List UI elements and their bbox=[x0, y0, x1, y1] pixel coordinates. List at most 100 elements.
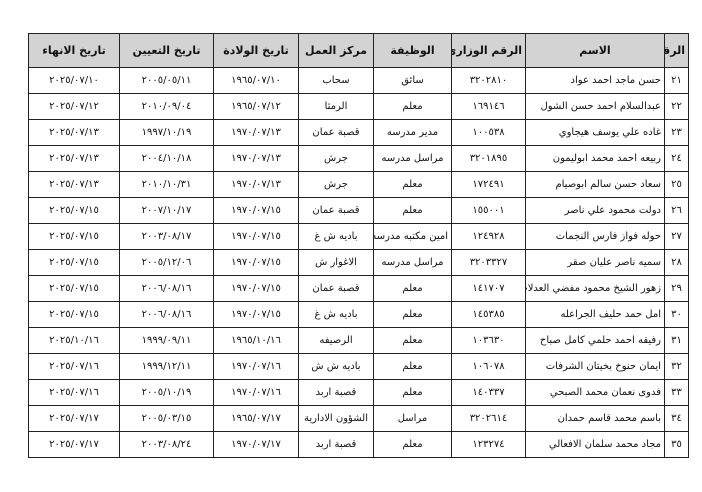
table-cell: قصبة عمان bbox=[298, 119, 374, 146]
header-cell: تاريخ الولادة bbox=[213, 33, 299, 68]
table-cell: ١٩٧٠/٠٧/١٥ bbox=[213, 249, 299, 276]
table-cell: ٢٣ bbox=[664, 119, 689, 146]
table-cell: ٣٢٠٢٦١٤ bbox=[451, 405, 526, 432]
table-cell: ١٩٧٠/٠٧/١٥ bbox=[213, 223, 299, 250]
table-cell: ٢٠١٠/٠٩/٠٤ bbox=[119, 93, 214, 120]
table-cell: ١٩٧٠/٠٧/١٦ bbox=[213, 353, 299, 380]
table-cell: سحاب bbox=[298, 67, 374, 94]
table-cell: ٢٧ bbox=[664, 223, 689, 250]
table-cell: مدير مدرسه bbox=[373, 119, 452, 146]
table-cell: ١٧٢٤٩١ bbox=[451, 171, 526, 198]
table-cell: ١٥٥٠٠١ bbox=[451, 197, 526, 224]
table-cell: ٢٠٠٥/١٢/٠٦ bbox=[119, 249, 214, 276]
table-cell: ٣٢٠٢٨١٠ bbox=[451, 67, 526, 94]
table-cell: ١٩٩٩/٠٩/١١ bbox=[119, 327, 214, 354]
table-cell: الاغوار ش bbox=[298, 249, 374, 276]
header-cell: الوظيفة bbox=[373, 33, 452, 68]
table-cell: معلم bbox=[373, 431, 452, 458]
table-cell: مجاد محمد سلمان الافعالي bbox=[525, 431, 665, 458]
table-cell: معلم bbox=[373, 171, 452, 198]
table-cell: باسم محمد قاسم حمدان bbox=[525, 405, 665, 432]
table-cell: ٢٠٢٥/٠٧/١٢ bbox=[28, 93, 120, 120]
table-cell: قصبة اربد bbox=[298, 379, 374, 406]
table-cell: دولت محمود علي ناصر bbox=[525, 197, 665, 224]
table-cell: ١٩٦٥/٠٧/١٠ bbox=[213, 67, 299, 94]
table-cell: امين مكتبه مدرسه bbox=[373, 223, 452, 250]
table-cell: معلم bbox=[373, 275, 452, 302]
table-cell: ٢٠٠٧/١٠/١٧ bbox=[119, 197, 214, 224]
table-cell: ٢٨ bbox=[664, 249, 689, 276]
table-body: ٢١ حسن ماجد احمد عواد ٣٢٠٢٨١٠ سائق سحاب ١٩٦٥/… bbox=[28, 67, 689, 458]
table-cell: ٢٦ bbox=[664, 197, 689, 224]
table-cell: معلم bbox=[373, 197, 452, 224]
table-cell: ٢٠٢٥/٠٧/١٥ bbox=[28, 249, 120, 276]
table-cell: ١٩٦٥/٠٧/١٧ bbox=[213, 405, 299, 432]
table-cell: معلم bbox=[373, 93, 452, 120]
table-cell: ١٦٩١٤٦ bbox=[451, 93, 526, 120]
table-cell: ١٤١٧٠٧ bbox=[451, 275, 526, 302]
table-cell: امل حمد حليف الجراعله bbox=[525, 301, 665, 328]
table-row: ٢٣ غاده علي يوسف هيجاوي ١٠٠٥٣٨ مدير مدرسه قص… bbox=[28, 119, 689, 146]
table-cell: ٢٠٢٥/٠٧/١٧ bbox=[28, 431, 120, 458]
table-cell: ٢٠٢٥/٠٧/١٥ bbox=[28, 301, 120, 328]
table-cell: ١٩٧٠/٠٧/١٥ bbox=[213, 197, 299, 224]
table-cell: ايمان حنوخ بخيتان الشرفات bbox=[525, 353, 665, 380]
table-cell: ١٩٦٥/١٠/١٦ bbox=[213, 327, 299, 354]
header-cell: تاريخ الانهاء bbox=[28, 33, 120, 68]
table-cell: سعاد حسن سالم ابوصيام bbox=[525, 171, 665, 198]
table-row: ٣٤ باسم محمد قاسم حمدان ٣٢٠٢٦١٤ مراسل الشؤون… bbox=[28, 405, 689, 432]
table-cell: ٣٣ bbox=[664, 379, 689, 406]
table-cell: ١٩٩٩/١٢/١١ bbox=[119, 353, 214, 380]
table-cell: ١٤٠٣٣٧ bbox=[451, 379, 526, 406]
table-cell: الشؤون الادارية bbox=[298, 405, 374, 432]
table-cell: ٢٠٢٥/٠٧/١٥ bbox=[28, 223, 120, 250]
table-row: ٢٢ عبدالسلام احمد حسن الشول ١٦٩١٤٦ معلم الرم… bbox=[28, 93, 689, 120]
table-cell: باديه ش ش bbox=[298, 353, 374, 380]
table-cell: ٢٠٠٦/٠٨/١٦ bbox=[119, 275, 214, 302]
table-row: ٣٢ ايمان حنوخ بخيتان الشرفات ١٠٦٠٧٨ معلم باد… bbox=[28, 353, 689, 380]
table-cell: ٢٠٠٣/٠٨/٢٤ bbox=[119, 431, 214, 458]
table-row: ٢٥ سعاد حسن سالم ابوصيام ١٧٢٤٩١ معلم جرش ١٩٧٠… bbox=[28, 171, 689, 198]
table-cell: ٣٥ bbox=[664, 431, 689, 458]
table-cell: ٢٠٢٥/٠٧/١٣ bbox=[28, 119, 120, 146]
table-cell: حسن ماجد احمد عواد bbox=[525, 67, 665, 94]
table-cell: غاده علي يوسف هيجاوي bbox=[525, 119, 665, 146]
table-cell: ١٢٤٩٢٨ bbox=[451, 223, 526, 250]
table-cell: ١٩٧٠/٠٧/١٥ bbox=[213, 275, 299, 302]
table-cell: ٢٠٢٥/٠٧/١٣ bbox=[28, 171, 120, 198]
table-cell: ٢٠٠٥/١٠/١٩ bbox=[119, 379, 214, 406]
table-cell: ٢٢ bbox=[664, 93, 689, 120]
table-row: ٢٧ حوله فواز فارس النجمات ١٢٤٩٢٨ امين مكتبه… bbox=[28, 223, 689, 250]
table-cell: الرصيفه bbox=[298, 327, 374, 354]
table-cell: ٣١ bbox=[664, 327, 689, 354]
table-cell: ٢١ bbox=[664, 67, 689, 94]
header-cell: مركز العمل bbox=[298, 33, 374, 68]
table-cell: ٣٤ bbox=[664, 405, 689, 432]
table-cell: ٢٠٢٥/٠٧/١٥ bbox=[28, 275, 120, 302]
table-cell: ٢٠١٠/١٠/٣١ bbox=[119, 171, 214, 198]
table-cell: ٢٠٢٥/٠٧/١٣ bbox=[28, 145, 120, 172]
table-cell: معلم bbox=[373, 327, 452, 354]
table-cell: معلم bbox=[373, 379, 452, 406]
table-cell: ١٩٧٠/٠٧/١٧ bbox=[213, 431, 299, 458]
table-cell: ٢٠٠٤/١٠/١٨ bbox=[119, 145, 214, 172]
table-cell: ٢٥ bbox=[664, 171, 689, 198]
table-cell: ١٩٩٧/١٠/١٩ bbox=[119, 119, 214, 146]
table-cell: ٢٠٠٣/٠٨/١٧ bbox=[119, 223, 214, 250]
table-row: ٣٣ فدوى نعمان محمد الصبحي ١٤٠٣٣٧ معلم قصبة ا… bbox=[28, 379, 689, 406]
table-cell: ٣٢ bbox=[664, 353, 689, 380]
table-cell: ١٩٧٠/٠٧/١٣ bbox=[213, 145, 299, 172]
table-cell: الرمثا bbox=[298, 93, 374, 120]
table-row: ٢٦ دولت محمود علي ناصر ١٥٥٠٠١ معلم قصبة عمان… bbox=[28, 197, 689, 224]
table-cell: رفيقه احمد حلمي كامل صباح bbox=[525, 327, 665, 354]
table-cell: مراسل bbox=[373, 405, 452, 432]
table-cell: سائق bbox=[373, 67, 452, 94]
table-cell: ٢٠٠٥/٠٥/١١ bbox=[119, 67, 214, 94]
table-cell: ١٩٧٠/٠٧/١٣ bbox=[213, 171, 299, 198]
table-cell: ١٤٥٣٨٥ bbox=[451, 301, 526, 328]
table-cell: ٢٠٠٦/٠٨/١٦ bbox=[119, 301, 214, 328]
table-cell: ٣٢٠٣٣٢٧ bbox=[451, 249, 526, 276]
table-cell: ٢٠٢٥/١٠/١٦ bbox=[28, 327, 120, 354]
